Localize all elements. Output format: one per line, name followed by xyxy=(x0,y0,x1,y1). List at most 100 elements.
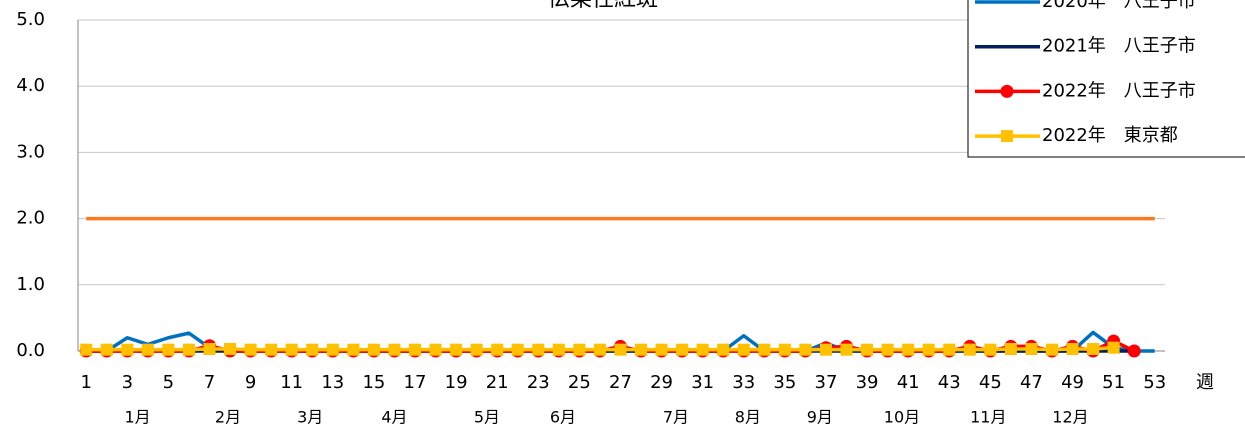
marker xyxy=(203,343,216,356)
legend-marker xyxy=(1001,130,1013,143)
marker xyxy=(614,343,627,356)
x-tick-label: 7 xyxy=(204,372,215,393)
marker xyxy=(450,343,463,356)
marker xyxy=(511,343,524,356)
x-tick-label: 49 xyxy=(1061,372,1084,393)
x-tick-label: 27 xyxy=(609,372,632,393)
month-label: 12月 xyxy=(1052,408,1088,427)
x-tick-label: 1 xyxy=(80,372,91,393)
marker xyxy=(1087,343,1100,356)
marker xyxy=(696,343,709,356)
month-label: 8月 xyxy=(735,408,761,427)
x-tick-label: 47 xyxy=(1020,372,1043,393)
marker xyxy=(552,343,565,356)
marker xyxy=(881,343,894,356)
month-label: 11月 xyxy=(970,408,1006,427)
y-tick-label: 0.0 xyxy=(16,340,45,361)
x-tick-label: 5 xyxy=(163,372,174,393)
month-label: 2月 xyxy=(215,408,241,427)
marker xyxy=(224,343,237,356)
marker xyxy=(840,343,853,356)
marker xyxy=(984,343,997,356)
x-tick-label: 31 xyxy=(691,372,714,393)
marker xyxy=(922,343,935,356)
legend-label: 2020年 八王子市 xyxy=(1042,0,1196,12)
x-tick-label: 39 xyxy=(856,372,879,393)
x-tick-label: 45 xyxy=(979,372,1002,393)
marker xyxy=(676,343,689,356)
marker xyxy=(100,343,113,356)
marker xyxy=(778,343,791,356)
y-tick-label: 5.0 xyxy=(16,9,45,30)
month-label: 6月 xyxy=(550,408,576,427)
y-tick-label: 1.0 xyxy=(16,274,45,295)
marker xyxy=(408,343,421,356)
marker xyxy=(1127,344,1141,358)
marker xyxy=(799,343,812,356)
legend-box xyxy=(967,0,1245,158)
month-label: 4月 xyxy=(381,408,407,427)
x-tick-label: 29 xyxy=(650,372,673,393)
marker xyxy=(388,343,401,356)
y-tick-label: 3.0 xyxy=(16,141,45,162)
month-label: 1月 xyxy=(124,408,150,427)
marker xyxy=(347,343,360,356)
chart-title: 伝染性紅斑 xyxy=(548,0,658,12)
marker xyxy=(902,343,915,356)
marker xyxy=(1004,343,1017,356)
x-tick-label: 53 xyxy=(1143,372,1166,393)
x-axis-label: 週 xyxy=(1196,372,1214,393)
marker xyxy=(1107,341,1120,354)
marker xyxy=(573,343,586,356)
x-tick-label: 13 xyxy=(321,372,344,393)
month-label: 5月 xyxy=(474,408,500,427)
legend: 2020年 八王子市 2021年 八王子市 2022年 八王子市 2022年 東京都 xyxy=(967,0,1245,158)
x-tick-label: 35 xyxy=(773,372,796,393)
marker xyxy=(306,343,319,356)
month-label: 3月 xyxy=(297,408,323,427)
marker xyxy=(491,343,504,356)
marker xyxy=(162,343,175,356)
legend-label: 2022年 八王子市 xyxy=(1042,80,1196,101)
x-tick-label: 15 xyxy=(362,372,385,393)
x-tick-label: 21 xyxy=(486,372,509,393)
marker xyxy=(285,343,298,356)
x-tick-label: 17 xyxy=(404,372,427,393)
marker xyxy=(80,343,93,356)
marker xyxy=(244,343,257,356)
month-label: 9月 xyxy=(807,408,833,427)
marker xyxy=(121,343,134,356)
marker xyxy=(943,343,956,356)
x-tick-label: 41 xyxy=(897,372,920,393)
x-tick-label: 37 xyxy=(815,372,838,393)
marker xyxy=(758,343,771,356)
marker xyxy=(655,343,668,356)
marker xyxy=(819,343,832,356)
marker xyxy=(635,343,648,356)
marker xyxy=(532,343,545,356)
x-tick-label: 33 xyxy=(732,372,755,393)
legend-marker xyxy=(1000,84,1014,98)
x-tick-label: 11 xyxy=(280,372,303,393)
x-tick-label: 25 xyxy=(568,372,591,393)
marker xyxy=(963,343,976,356)
marker xyxy=(429,343,442,356)
x-tick-label: 19 xyxy=(445,372,468,393)
y-tick-label: 2.0 xyxy=(16,208,45,229)
marker xyxy=(1045,343,1058,356)
marker xyxy=(141,343,154,356)
marker xyxy=(1025,343,1038,356)
legend-label: 2022年 東京都 xyxy=(1042,125,1178,146)
x-tick-label: 3 xyxy=(122,372,133,393)
marker xyxy=(265,343,278,356)
marker xyxy=(1066,343,1079,356)
marker xyxy=(593,343,606,356)
x-tick-label: 51 xyxy=(1102,372,1125,393)
month-label: 7月 xyxy=(663,408,689,427)
marker xyxy=(182,343,195,356)
marker xyxy=(861,343,874,356)
x-tick-label: 9 xyxy=(245,372,256,393)
marker xyxy=(326,343,339,356)
marker xyxy=(367,343,380,356)
